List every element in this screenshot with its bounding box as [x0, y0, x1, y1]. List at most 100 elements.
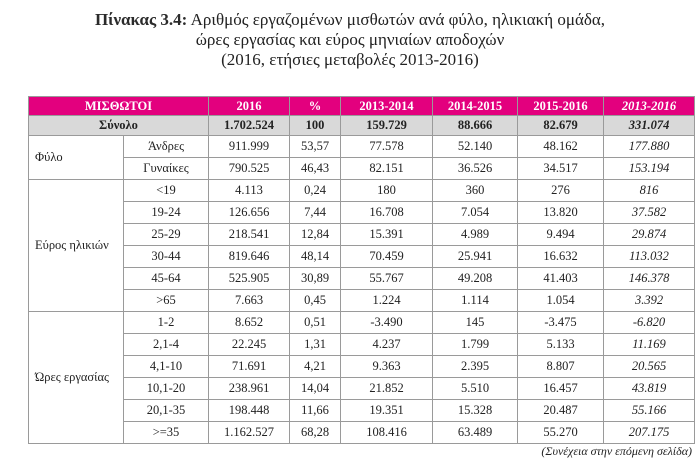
header-cell: %: [289, 96, 341, 116]
table-cell: 48.162: [517, 135, 604, 158]
table-cell: 15.328: [432, 399, 518, 422]
table-cell: 53,57: [289, 135, 341, 158]
table-cell: 9.363: [340, 355, 433, 378]
group-label: Ώρες εργασίας: [28, 311, 124, 444]
table-cell: 20.565: [603, 355, 695, 378]
table-cell: 153.194: [603, 157, 695, 180]
table-cell: 3.392: [603, 289, 695, 312]
table-cell: 276: [517, 179, 604, 202]
table-cell: 126.656: [208, 201, 290, 224]
table-cell: 21.852: [340, 377, 433, 400]
table-cell: 819.646: [208, 245, 290, 268]
table-cell: 108.416: [340, 421, 433, 444]
table-cell: 238.961: [208, 377, 290, 400]
row-label: Σύνολο: [28, 115, 209, 136]
table-cell: 198.448: [208, 399, 290, 422]
table-cell: 63.489: [432, 421, 518, 444]
table-cell: 15.391: [340, 223, 433, 246]
header-cell: 2016: [208, 96, 290, 116]
table-cell: 71.691: [208, 355, 290, 378]
table-row: Εύρος ηλικιών <19 4.113 0,24 180 360 276 816: [28, 179, 695, 312]
table-cell: 29.874: [603, 223, 695, 246]
table-row: >65 7.663 0,45 1.224 1.114 1.054 3.392: [29, 289, 695, 312]
header-cell: 2013-2014: [340, 96, 433, 116]
table-cell: 177.880: [603, 135, 695, 158]
table-cell: 180: [340, 179, 433, 202]
table-cell: 19.351: [340, 399, 433, 422]
group-label: Φύλο: [28, 135, 124, 180]
continued-note: (Συνέχεια στην επόμενη σελίδα): [541, 444, 692, 458]
row-label: 1-2: [123, 311, 209, 334]
table-cell: 55.270: [517, 421, 604, 444]
title-line-1: Αριθμός εργαζομένων μισθωτών ανά φύλο, η…: [190, 10, 606, 29]
data-table: ΜΙΣΘΩΤΟΙ 2016 % 2013-2014 2014-2015 2015…: [28, 96, 695, 444]
table-cell: 13.820: [517, 201, 604, 224]
table-row: 45-64 525.905 30,89 55.767 49.208 41.403 146.3…: [29, 267, 695, 290]
table-cell: 911.999: [208, 135, 290, 158]
table-row: Φύλο Άνδρες 911.999 53,57 77.578 52.140 48.162…: [28, 135, 695, 180]
table-cell: 8.807: [517, 355, 604, 378]
table-row: 20,1-35 198.448 11,66 19.351 15.328 20.487 55.…: [29, 399, 695, 422]
table-cell: -6.820: [603, 311, 695, 334]
table-cell: 1.799: [432, 333, 518, 356]
table-cell: 82.151: [340, 157, 433, 180]
table-cell: 55.166: [603, 399, 695, 422]
table-cell: 0,45: [289, 289, 341, 312]
table-cell: 1.114: [432, 289, 518, 312]
row-label: Άνδρες: [123, 135, 209, 158]
table-cell: 5.133: [517, 333, 604, 356]
table-cell: 1,31: [289, 333, 341, 356]
table-cell: 9.494: [517, 223, 604, 246]
table-cell: 4.989: [432, 223, 518, 246]
row-label: >=35: [123, 421, 209, 444]
table-cell: -3.475: [517, 311, 604, 334]
table-cell: 146.378: [603, 267, 695, 290]
table-cell: 1.054: [517, 289, 604, 312]
table-row: 30-44 819.646 48,14 70.459 25.941 16.632 113.0…: [29, 245, 695, 268]
row-label: >65: [123, 289, 209, 312]
table-cell: 25.941: [432, 245, 518, 268]
table-cell: 145: [432, 311, 518, 334]
table-cell: 113.032: [603, 245, 695, 268]
row-label: 4,1-10: [123, 355, 209, 378]
table-cell: 0,51: [289, 311, 341, 334]
table-cell: 0,24: [289, 179, 341, 202]
table-cell: 88.666: [432, 115, 518, 136]
table-cell: 207.175: [603, 421, 695, 444]
total-row: Σύνολο 1.702.524 100 159.729 88.666 82.679 331…: [28, 115, 695, 136]
table-cell: 5.510: [432, 377, 518, 400]
table-cell: 36.526: [432, 157, 518, 180]
row-label: 25-29: [123, 223, 209, 246]
table-cell: 16.708: [340, 201, 433, 224]
table-row: 4,1-10 71.691 4,21 9.363 2.395 8.807 20.565: [29, 355, 695, 378]
table-cell: -3.490: [340, 311, 433, 334]
table-cell: 4.237: [340, 333, 433, 356]
table-cell: 30,89: [289, 267, 341, 290]
table-row: 19-24 126.656 7,44 16.708 7.054 13.820 37.582: [29, 201, 695, 224]
table-cell: 77.578: [340, 135, 433, 158]
table-cell: 16.457: [517, 377, 604, 400]
table-cell: 22.245: [208, 333, 290, 356]
table-cell: 525.905: [208, 267, 290, 290]
row-label: <19: [123, 179, 209, 202]
table-row: >=35 1.162.527 68,28 108.416 63.489 55.270 207…: [29, 421, 695, 444]
table-number-label: Πίνακας 3.4:: [94, 10, 188, 29]
header-row: ΜΙΣΘΩΤΟΙ 2016 % 2013-2014 2014-2015 2015…: [28, 96, 695, 116]
row-label: Γυναίκες: [123, 157, 209, 180]
row-label: 10,1-20: [123, 377, 209, 400]
header-cell: 2014-2015: [432, 96, 518, 116]
table-cell: 11.169: [603, 333, 695, 356]
table-cell: 360: [432, 179, 518, 202]
table-cell: 70.459: [340, 245, 433, 268]
header-cell: 2013-2016: [603, 96, 695, 116]
table-cell: 2.395: [432, 355, 518, 378]
row-label: 19-24: [123, 201, 209, 224]
row-label: 30-44: [123, 245, 209, 268]
header-cell: 2015-2016: [517, 96, 604, 116]
table-cell: 4.113: [208, 179, 290, 202]
table-cell: 11,66: [289, 399, 341, 422]
table-cell: 82.679: [517, 115, 604, 136]
table-row: 10,1-20 238.961 14,04 21.852 5.510 16.457 43.8…: [29, 377, 695, 400]
table-cell: 12,84: [289, 223, 341, 246]
table-cell: 1.162.527: [208, 421, 290, 444]
